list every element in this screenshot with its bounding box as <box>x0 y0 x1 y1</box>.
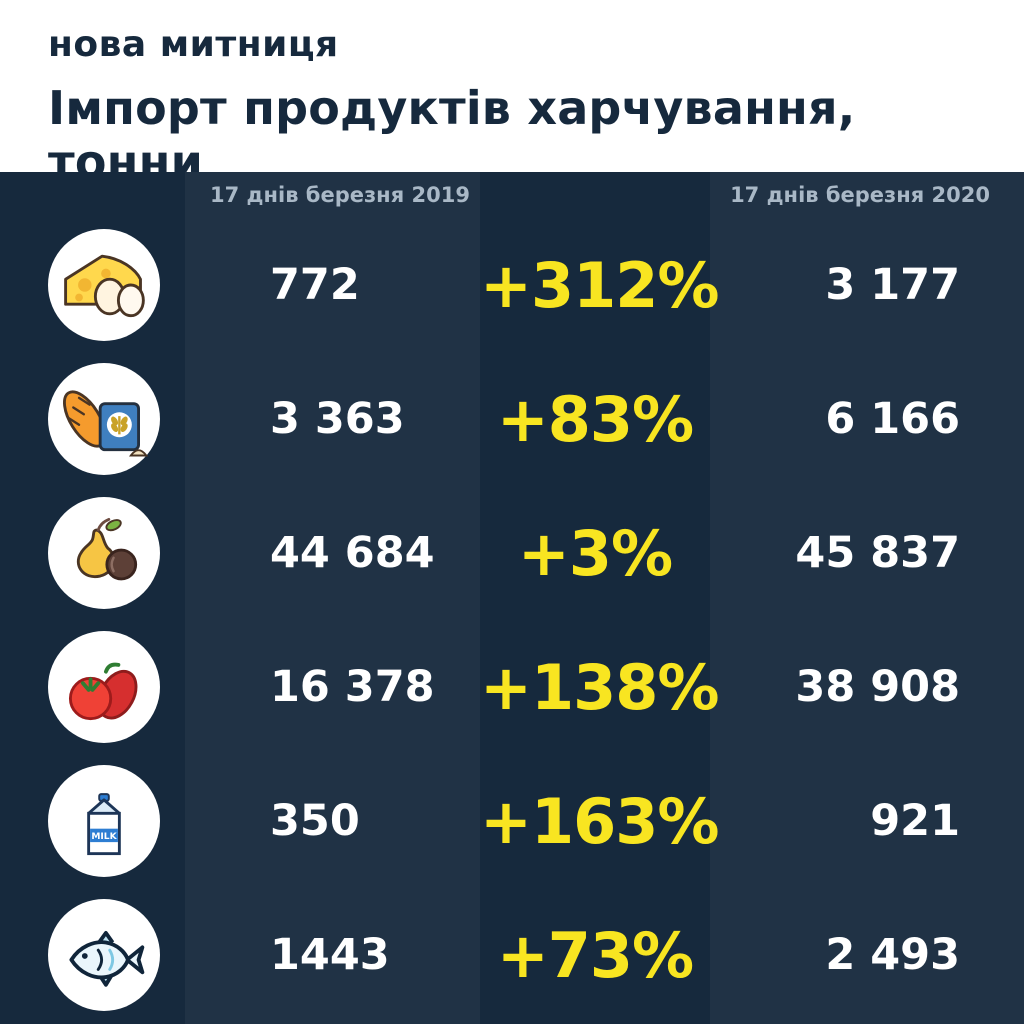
table-row: 772 +312% 3 177 <box>0 218 1024 352</box>
milk-icon: MILK <box>48 765 160 877</box>
table-row: 16 378 +138% 38 908 <box>0 620 1024 754</box>
column-header-2019: 17 днів березня 2019 <box>210 183 470 207</box>
bread-and-flour-icon <box>63 390 149 457</box>
table-rows: 772 +312% 3 177 3 363 +83% 6 166 44 684 … <box>0 218 1024 1022</box>
icon-cell <box>0 899 185 1011</box>
value-2019: 3 363 <box>270 394 405 444</box>
icon-cell <box>0 363 185 475</box>
milk-label: MILK <box>91 832 117 842</box>
brand-logo-text: нова митниця <box>48 24 339 65</box>
column-header-2020: 17 днів березня 2020 <box>730 183 990 207</box>
milk-icon: MILK <box>87 793 121 856</box>
icon-cell: MILK <box>0 765 185 877</box>
page-header: нова митниця Імпорт продуктів харчування… <box>0 0 1024 189</box>
value-2020: 38 908 <box>795 662 960 712</box>
icon-cell <box>0 497 185 609</box>
icon-cell <box>0 229 185 341</box>
value-2019: 772 <box>270 260 360 310</box>
cheese-and-eggs-icon <box>48 229 160 341</box>
page-title: Імпорт продуктів харчування, тонни <box>48 81 856 189</box>
cheese-and-eggs-icon <box>64 254 145 318</box>
column-headers: 17 днів березня 2019 17 днів березня 202… <box>0 172 1024 218</box>
percent-change: +163% <box>480 784 720 858</box>
table-row: 3 363 +83% 6 166 <box>0 352 1024 486</box>
fruit-icon <box>48 497 160 609</box>
vegetables-icon <box>48 631 160 743</box>
fruit-icon <box>76 517 138 581</box>
value-2020: 921 <box>870 796 960 846</box>
value-2019: 350 <box>270 796 360 846</box>
value-2019: 44 684 <box>270 528 435 578</box>
value-2019: 1443 <box>270 930 390 980</box>
percent-change: +73% <box>496 918 694 992</box>
value-2020: 45 837 <box>795 528 960 578</box>
value-2020: 3 177 <box>825 260 960 310</box>
percent-change: +138% <box>480 650 720 724</box>
percent-change: +312% <box>480 248 720 322</box>
bread-and-flour-icon <box>48 363 160 475</box>
table-row: 1443 +73% 2 493 <box>0 888 1024 1022</box>
import-comparison-table: 17 днів березня 2019 17 днів березня 202… <box>0 172 1024 1024</box>
table-row: MILK 350 +163% 921 <box>0 754 1024 888</box>
icon-cell <box>0 631 185 743</box>
vegetables-icon <box>68 662 138 721</box>
value-2020: 2 493 <box>825 930 960 980</box>
value-2019: 16 378 <box>270 662 435 712</box>
percent-change: +3% <box>517 516 673 590</box>
percent-change: +83% <box>496 382 694 456</box>
fish-icon <box>48 899 160 1011</box>
table-row: 44 684 +3% 45 837 <box>0 486 1024 620</box>
value-2020: 6 166 <box>825 394 960 444</box>
fish-icon <box>69 931 145 987</box>
